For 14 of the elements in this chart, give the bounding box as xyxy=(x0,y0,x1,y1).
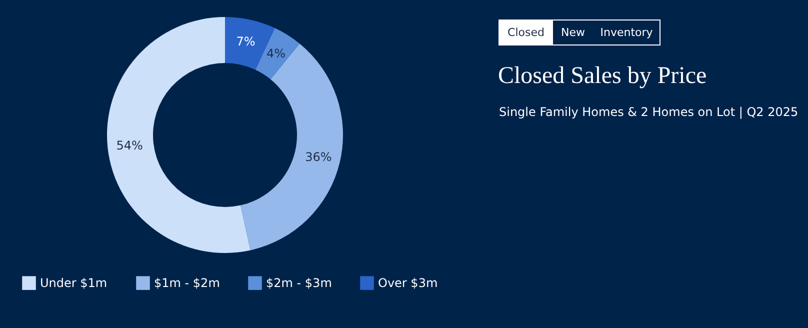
legend-label: Under $1m xyxy=(40,276,108,290)
data-label: 7% xyxy=(236,34,256,48)
data-label: 54% xyxy=(116,138,143,152)
text: Inventory xyxy=(600,26,654,39)
legend-label: Over $3m xyxy=(378,276,438,290)
text: Closed Sales by Price xyxy=(498,63,707,89)
data-label: 4% xyxy=(266,46,286,61)
text: Closed xyxy=(508,26,544,39)
text: New xyxy=(561,26,585,39)
data-label: 36% xyxy=(305,150,332,164)
donut-slice xyxy=(255,28,300,80)
text: Single Family Homes & 2 Homes on Lot | Q2 2025 xyxy=(499,105,798,119)
legend-label: $2m - $3m xyxy=(266,276,332,290)
legend-label: $1m - $2m xyxy=(154,276,220,290)
